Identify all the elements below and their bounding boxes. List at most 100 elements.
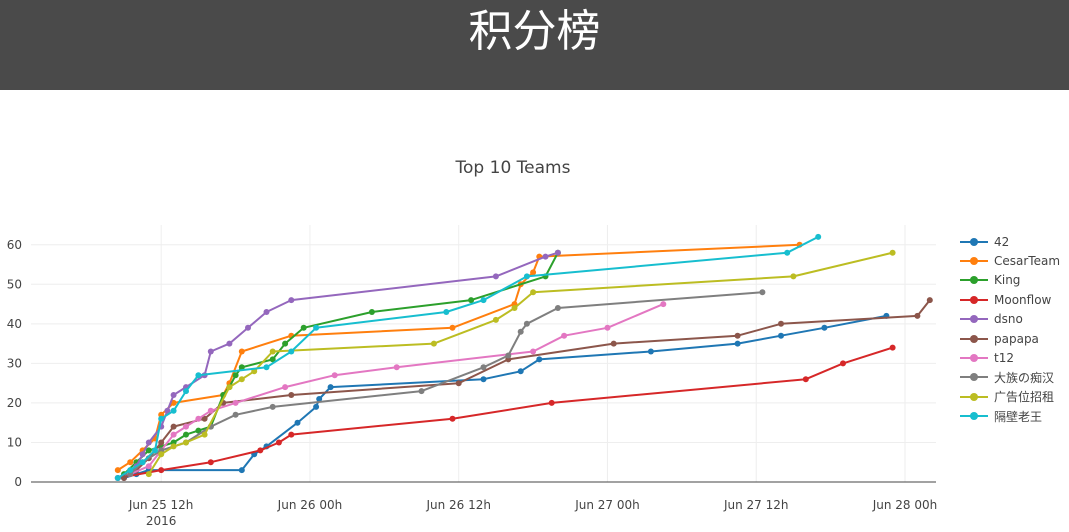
data-point[interactable] [288, 348, 295, 355]
data-point[interactable] [536, 356, 543, 363]
data-point[interactable] [455, 380, 462, 387]
data-point[interactable] [610, 340, 617, 347]
data-point[interactable] [889, 249, 896, 256]
data-point[interactable] [275, 439, 282, 446]
data-point[interactable] [238, 364, 245, 371]
data-point[interactable] [604, 324, 611, 331]
data-point[interactable] [263, 309, 270, 315]
data-point[interactable] [443, 309, 450, 315]
data-point[interactable] [288, 431, 295, 438]
data-point[interactable] [238, 348, 245, 355]
data-point[interactable] [195, 427, 202, 434]
data-point[interactable] [263, 364, 270, 371]
data-point[interactable] [288, 297, 295, 304]
data-point[interactable] [145, 447, 152, 454]
data-point[interactable] [114, 467, 121, 474]
data-point[interactable] [127, 459, 134, 466]
data-point[interactable] [269, 403, 276, 410]
data-point[interactable] [926, 297, 933, 304]
series-line[interactable] [117, 236, 819, 479]
data-point[interactable] [480, 376, 487, 383]
data-point[interactable] [245, 324, 251, 331]
legend-item[interactable]: t12 [960, 348, 1068, 367]
data-point[interactable] [561, 332, 568, 339]
data-point[interactable] [331, 372, 338, 379]
data-point[interactable] [821, 324, 828, 331]
data-point[interactable] [183, 431, 189, 438]
data-point[interactable] [313, 403, 320, 410]
data-point[interactable] [207, 348, 214, 355]
data-point[interactable] [127, 467, 134, 474]
data-point[interactable] [327, 384, 334, 391]
data-point[interactable] [282, 340, 289, 347]
data-point[interactable] [554, 305, 561, 311]
data-point[interactable] [554, 249, 561, 256]
data-point[interactable] [784, 249, 791, 256]
data-point[interactable] [164, 407, 171, 414]
data-point[interactable] [480, 297, 487, 304]
data-point[interactable] [778, 332, 784, 339]
data-point[interactable] [282, 384, 289, 391]
data-point[interactable] [195, 415, 202, 422]
data-point[interactable] [170, 407, 177, 414]
data-point[interactable] [207, 459, 214, 466]
data-point[interactable] [542, 253, 549, 260]
data-point[interactable] [207, 407, 214, 414]
data-point[interactable] [226, 340, 233, 347]
data-point[interactable] [170, 423, 177, 430]
data-point[interactable] [840, 360, 846, 367]
line-chart[interactable]: 0 10 20 30 40 50 60 Jun 25 12h 2016 Jun 26 00h Jun… [0, 90, 1069, 532]
legend-item[interactable]: 42 [960, 232, 1068, 251]
data-point[interactable] [269, 348, 276, 355]
data-point[interactable] [316, 396, 323, 402]
data-point[interactable] [238, 376, 245, 383]
data-point[interactable] [505, 352, 512, 359]
data-point[interactable] [145, 463, 152, 470]
data-point[interactable] [468, 297, 475, 304]
data-point[interactable] [232, 399, 239, 406]
data-point[interactable] [517, 368, 524, 375]
data-point[interactable] [195, 372, 202, 379]
data-point[interactable] [734, 332, 741, 339]
data-point[interactable] [201, 415, 208, 422]
legend-item[interactable]: 广告位招租 [960, 387, 1068, 406]
data-point[interactable] [158, 439, 165, 446]
data-point[interactable] [647, 348, 654, 355]
legend-item[interactable]: CesarTeam [960, 251, 1068, 270]
data-point[interactable] [158, 415, 165, 422]
data-point[interactable] [449, 415, 456, 422]
legend-item[interactable]: 大族の痴汉 [960, 368, 1068, 387]
data-point[interactable] [430, 340, 437, 347]
data-point[interactable] [660, 301, 667, 308]
data-point[interactable] [517, 328, 524, 335]
data-point[interactable] [183, 388, 189, 395]
data-point[interactable] [530, 348, 537, 355]
data-point[interactable] [914, 312, 921, 319]
data-point[interactable] [232, 411, 239, 418]
data-point[interactable] [170, 443, 177, 450]
data-point[interactable] [170, 431, 177, 438]
data-point[interactable] [288, 392, 295, 398]
legend-item[interactable]: 隔壁老王 [960, 407, 1068, 426]
data-point[interactable] [759, 289, 766, 296]
data-point[interactable] [530, 269, 537, 276]
data-point[interactable] [152, 447, 158, 454]
legend-item[interactable]: King [960, 271, 1068, 290]
data-point[interactable] [523, 273, 530, 280]
data-point[interactable] [183, 423, 189, 430]
data-point[interactable] [300, 324, 307, 331]
data-point[interactable] [232, 372, 239, 379]
data-point[interactable] [238, 467, 245, 474]
data-point[interactable] [802, 376, 809, 383]
series-line[interactable] [123, 314, 887, 479]
data-point[interactable] [778, 320, 784, 327]
data-point[interactable] [480, 364, 487, 371]
data-point[interactable] [170, 392, 177, 398]
data-point[interactable] [418, 388, 425, 395]
data-point[interactable] [121, 475, 127, 481]
data-point[interactable] [393, 364, 400, 371]
data-point[interactable] [145, 439, 152, 446]
data-point[interactable] [145, 471, 152, 478]
data-point[interactable] [313, 324, 320, 331]
data-point[interactable] [548, 399, 555, 406]
